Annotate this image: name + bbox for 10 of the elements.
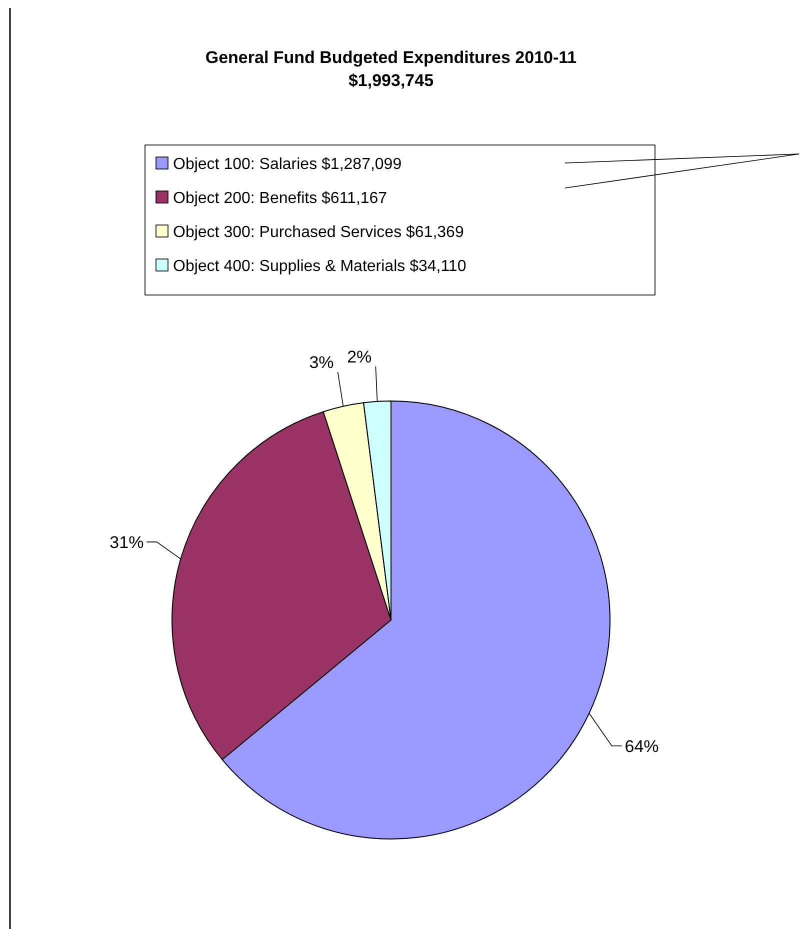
data-label: 64% xyxy=(624,736,659,756)
legend-label: Object 100: Salaries $1,287,099 xyxy=(173,156,402,173)
chart-title: General Fund Budgeted Expenditures 2010-11 xyxy=(205,48,577,67)
legend-label: Object 400: Supplies & Materials $34,110 xyxy=(173,258,466,275)
chart-subtitle: $1,993,745 xyxy=(348,71,434,90)
data-label: 31% xyxy=(110,532,144,552)
data-label: 2% xyxy=(347,347,372,366)
data-label: 3% xyxy=(309,352,334,372)
legend-label: Object 200: Benefits $611,167 xyxy=(173,190,388,207)
legend-label: Object 300: Purchased Services $61,369 xyxy=(173,224,464,241)
